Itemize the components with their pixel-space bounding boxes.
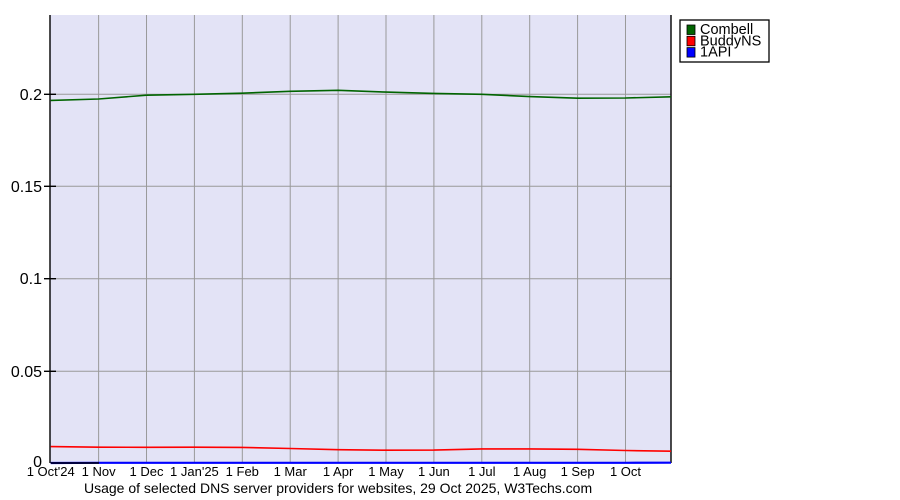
- svg-text:1 Jun: 1 Jun: [418, 464, 450, 479]
- svg-text:0.15: 0.15: [11, 179, 42, 196]
- svg-text:1 Dec: 1 Dec: [130, 464, 164, 479]
- svg-text:1 Jul: 1 Jul: [468, 464, 496, 479]
- svg-text:1 Oct: 1 Oct: [610, 464, 641, 479]
- svg-text:0.1: 0.1: [20, 271, 42, 288]
- svg-text:Usage of selected DNS server p: Usage of selected DNS server providers f…: [84, 480, 592, 496]
- svg-text:1 Mar: 1 Mar: [274, 464, 308, 479]
- svg-text:0.05: 0.05: [11, 364, 42, 381]
- svg-text:1 Jan'25: 1 Jan'25: [170, 464, 219, 479]
- svg-text:1 Feb: 1 Feb: [226, 464, 259, 479]
- svg-text:0.2: 0.2: [20, 87, 42, 104]
- svg-text:1 Nov: 1 Nov: [82, 464, 116, 479]
- svg-text:1 Oct'24: 1 Oct'24: [27, 464, 75, 479]
- svg-text:1 Aug: 1 Aug: [513, 464, 546, 479]
- svg-text:1API: 1API: [700, 45, 731, 61]
- svg-text:1 Sep: 1 Sep: [561, 464, 595, 479]
- svg-text:1 May: 1 May: [368, 464, 404, 479]
- svg-text:1 Apr: 1 Apr: [323, 464, 354, 479]
